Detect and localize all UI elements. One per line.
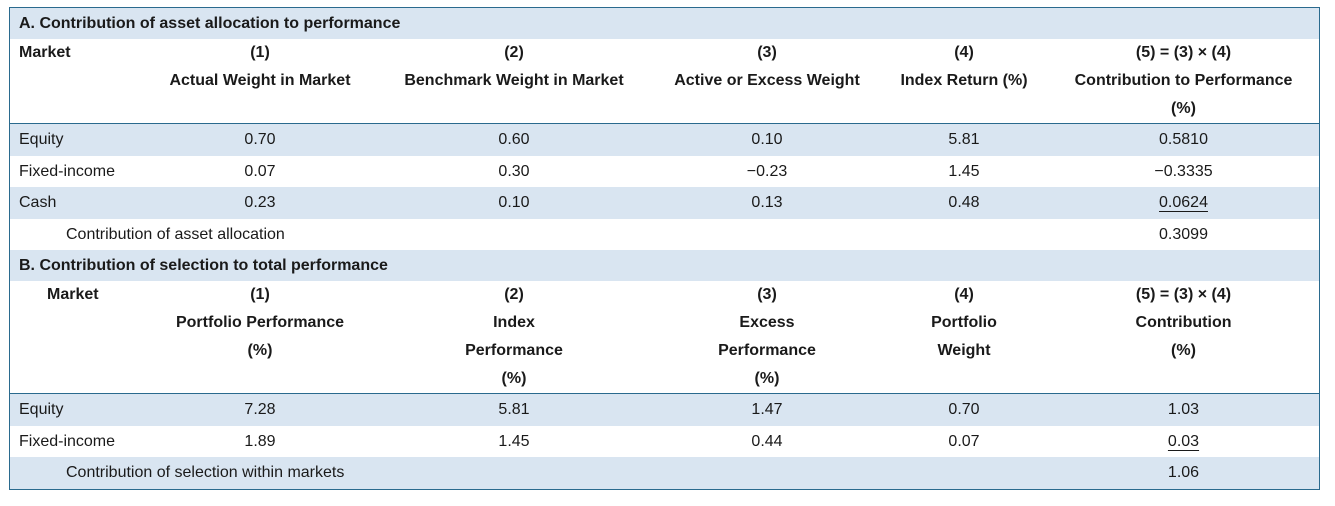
header-cell: Index Return (%) xyxy=(900,72,1028,89)
table-cell: 0.10 xyxy=(498,194,530,211)
table-row: Cash 0.23 0.10 0.13 0.48 0.0624 xyxy=(10,187,1319,219)
header-cell xyxy=(146,95,374,123)
table-cell: 1.03 xyxy=(1167,401,1200,418)
table-cell: 0.48 xyxy=(948,194,980,211)
total-value: 1.06 xyxy=(1167,464,1200,481)
section-a-title: A. Contribution of asset allocation to p… xyxy=(10,8,1319,39)
header-cell: Active or Excess Weight xyxy=(674,72,860,89)
row-label: Fixed-income xyxy=(19,432,116,450)
header-cell xyxy=(1048,365,1319,393)
header-cell: Portfolio Performance xyxy=(175,314,345,331)
header-cell: Performance xyxy=(465,342,563,359)
header-cell: (3) xyxy=(757,44,777,61)
section-b-header-row-4: (%) (%) xyxy=(10,365,1319,394)
table-cell: 5.81 xyxy=(948,131,980,148)
header-cell: Weight xyxy=(937,342,991,359)
header-cell: (4) xyxy=(954,44,974,61)
header-cell: Portfolio xyxy=(931,314,997,331)
header-cell: Excess xyxy=(739,314,795,331)
section-a-header-row-1: Market (1) (2) (3) (4) (5) = (3) × (4) xyxy=(10,39,1319,67)
table-cell: 0.13 xyxy=(751,194,783,211)
table-cell: 0.0624 xyxy=(1048,187,1319,219)
table-cell: 0.70 xyxy=(948,401,980,418)
section-b-header-row-2: Portfolio Performance Index Excess Portf… xyxy=(10,309,1319,337)
header-cell: (1) xyxy=(250,286,270,303)
row-label: Fixed-income xyxy=(19,162,116,180)
table-cell: −0.23 xyxy=(746,162,788,180)
table-cell: −0.3335 xyxy=(1154,162,1213,180)
table-cell: 1.45 xyxy=(948,162,980,180)
row-label: Cash xyxy=(19,194,57,211)
header-cell: Contribution to Performance xyxy=(1074,72,1293,89)
header-cell: (4) xyxy=(954,286,974,303)
table-cell: 0.5810 xyxy=(1159,131,1208,148)
table-cell: 1.45 xyxy=(498,432,530,450)
section-b-header-row-3: (%) Performance Performance Weight (%) xyxy=(10,337,1319,365)
header-cell xyxy=(880,95,1048,123)
header-cell: (%) xyxy=(1171,100,1196,117)
header-cell xyxy=(10,337,146,365)
row-label: Equity xyxy=(19,401,64,418)
total-label: Contribution of asset allocation xyxy=(66,225,285,243)
table-cell: 5.81 xyxy=(498,401,530,418)
header-cell: (%) xyxy=(1171,342,1196,359)
table-cell: 0.07 xyxy=(244,162,276,180)
table-cell: 0.03 xyxy=(1048,426,1319,458)
header-cell xyxy=(10,67,146,95)
table-cell: 0.60 xyxy=(498,131,530,148)
table-cell: 1.89 xyxy=(244,432,276,450)
table-row: Fixed-income 1.89 1.45 0.44 0.07 0.03 xyxy=(10,426,1319,458)
header-cell: Actual Weight in Market xyxy=(169,72,351,89)
total-label: Contribution of selection within markets xyxy=(66,464,345,481)
table-cell: 7.28 xyxy=(244,401,276,418)
header-cell: Index xyxy=(493,314,535,331)
table-cell: 0.30 xyxy=(498,162,530,180)
table-cell: 0.23 xyxy=(244,194,276,211)
header-cell: (3) xyxy=(757,286,777,303)
section-a-header-row-2: Actual Weight in Market Benchmark Weight… xyxy=(10,67,1319,95)
underlined-value: 0.0624 xyxy=(1159,194,1208,211)
table-cell: 1.47 xyxy=(751,401,783,418)
header-cell: Benchmark Weight in Market xyxy=(404,72,624,89)
header-cell: (1) xyxy=(250,44,270,61)
total-row: Contribution of asset allocation 0.3099 xyxy=(10,219,1319,251)
header-cell: Market xyxy=(19,44,71,61)
table-cell: 0.07 xyxy=(948,432,980,450)
section-a-header-row-3: (%) xyxy=(10,95,1319,124)
header-cell xyxy=(10,309,146,337)
header-cell: Contribution xyxy=(1135,314,1232,331)
total-row: Contribution of selection within markets… xyxy=(10,457,1319,489)
header-cell xyxy=(654,95,880,123)
header-cell: (%) xyxy=(247,342,273,359)
header-cell: (5) = (3) × (4) xyxy=(1135,44,1232,61)
header-cell: Performance xyxy=(718,342,816,359)
header-cell xyxy=(880,365,1048,393)
table-cell: 0.70 xyxy=(244,131,276,148)
header-cell: (%) xyxy=(754,370,780,387)
section-b-header-row-1: Market (1) (2) (3) (4) (5) = (3) × (4) xyxy=(10,281,1319,309)
underlined-value: 0.03 xyxy=(1167,432,1200,450)
header-cell: (5) = (3) × (4) xyxy=(1135,286,1232,303)
performance-attribution-table: A. Contribution of asset allocation to p… xyxy=(9,7,1320,490)
table-row: Equity 7.28 5.81 1.47 0.70 1.03 xyxy=(10,394,1319,426)
table-row: Equity 0.70 0.60 0.10 5.81 0.5810 xyxy=(10,124,1319,156)
header-cell: (%) xyxy=(501,370,527,387)
header-cell: Market xyxy=(47,286,99,303)
header-cell xyxy=(10,95,146,123)
section-b-title: B. Contribution of selection to total pe… xyxy=(10,250,1319,281)
header-cell xyxy=(146,365,374,393)
table-row: Fixed-income 0.07 0.30 −0.23 1.45 −0.333… xyxy=(10,156,1319,188)
header-cell: (2) xyxy=(504,286,524,303)
header-cell xyxy=(374,95,654,123)
header-cell: (2) xyxy=(504,44,524,61)
total-value: 0.3099 xyxy=(1159,225,1208,243)
header-cell xyxy=(10,365,146,393)
table-cell: 0.44 xyxy=(751,432,783,450)
table-cell: 0.10 xyxy=(751,131,783,148)
row-label: Equity xyxy=(19,131,64,148)
